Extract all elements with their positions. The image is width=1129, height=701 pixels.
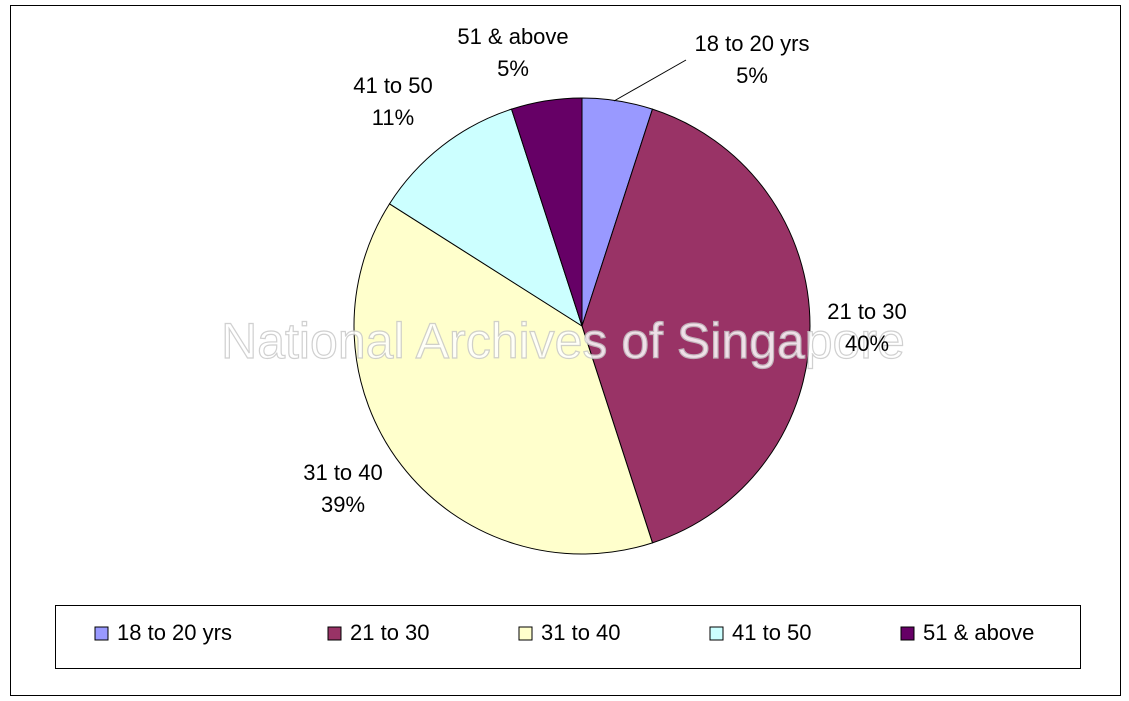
- slice-label: 31 to 40: [303, 460, 383, 485]
- leader-line: [613, 59, 687, 102]
- slice-label: 18 to 20 yrs: [695, 31, 810, 56]
- pie: [353, 97, 811, 555]
- legend-label: 31 to 40: [541, 620, 621, 645]
- slice-label: 41 to 50: [353, 73, 433, 98]
- legend-label: 21 to 30: [350, 620, 430, 645]
- pie-slice: [388, 108, 583, 328]
- pie-slice: [353, 203, 654, 555]
- legend: 18 to 20 yrs 21 to 30 31 to 40 41 to 50 51 &…: [94, 620, 1034, 645]
- watermark: National Archives of Singapore: [221, 313, 905, 369]
- legend-label: 18 to 20 yrs: [117, 620, 232, 645]
- slice-label: 21 to 30: [827, 299, 907, 324]
- pie-slice: [510, 97, 583, 327]
- legend-label: 51 & above: [923, 620, 1034, 645]
- value-label: 5%: [736, 63, 768, 88]
- legend-swatch: [709, 626, 724, 641]
- legend-swatch: [94, 626, 109, 641]
- legend-label: 41 to 50: [732, 620, 812, 645]
- value-label: 5%: [497, 56, 529, 81]
- legend-swatch: [327, 626, 342, 641]
- value-label: 40%: [845, 331, 889, 356]
- value-label: 11%: [372, 105, 414, 130]
- pie-slice: [581, 108, 811, 544]
- slice-label: 51 & above: [457, 24, 568, 49]
- legend-swatch: [900, 626, 915, 641]
- legend-swatch: [518, 626, 533, 641]
- value-label: 39%: [321, 492, 365, 517]
